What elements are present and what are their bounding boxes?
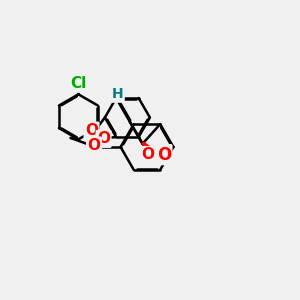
Text: O: O	[157, 146, 171, 164]
Text: O: O	[141, 147, 154, 162]
Text: O: O	[97, 131, 110, 146]
Text: H: H	[112, 87, 123, 101]
Text: Cl: Cl	[70, 76, 86, 91]
Text: O: O	[85, 123, 98, 138]
Text: O: O	[88, 138, 100, 153]
